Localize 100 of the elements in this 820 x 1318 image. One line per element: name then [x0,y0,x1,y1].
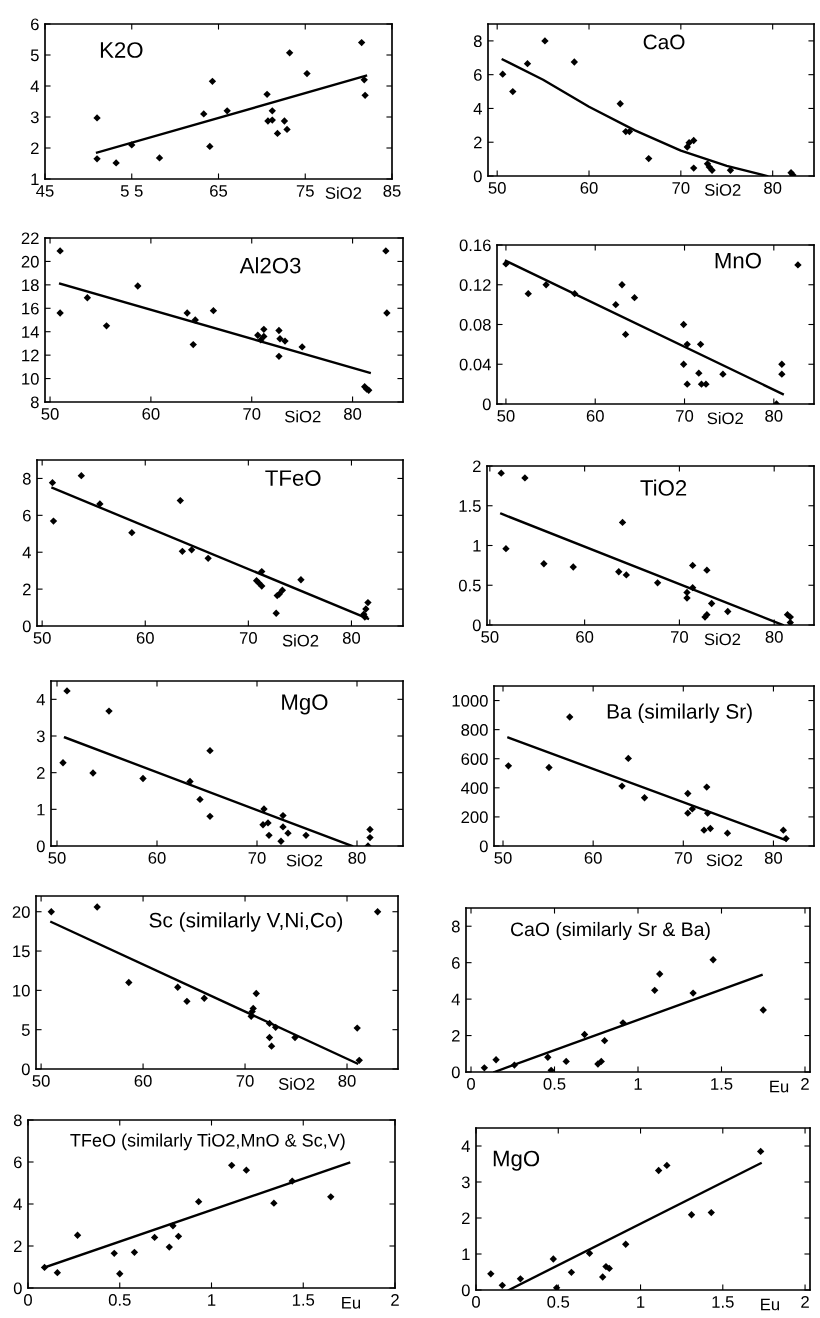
y-tick-label: 3 [30,111,39,124]
x-tick-label: 60 [142,408,160,420]
y-tick-label: 6 [14,1156,22,1169]
text: TFeO (similarly TiO2,MnO & Sc,V) [70,1133,345,1151]
y-tick-label: 800 [461,724,488,736]
y-tick-label: 0 [473,170,482,183]
chart-title: CaO [643,34,685,50]
y-tick-label: 10 [22,372,39,385]
x-axis-title: SiO2 [282,634,319,647]
x-tick-label: 50 [32,1075,50,1087]
y-tick-label: 6 [31,18,39,31]
x-axis-title: SiO2 [707,411,743,425]
x-tick-label: 70 [236,1075,254,1087]
y-tick-label: 8 [473,35,482,48]
y-tick-label: 22 [21,232,39,245]
x-axis-title: SiO2 [278,1077,315,1090]
y-tick-label: 6 [452,957,460,969]
y-tick-label: 20 [12,906,30,918]
y-tick-label: 3 [461,1176,470,1189]
y-tick-label: 400 [461,782,488,795]
x-axis-title: Eu [770,1080,789,1093]
chart-title: MnO [715,252,761,269]
y-tick-label: 8 [22,472,31,485]
x-tick-label: 1 [634,1078,642,1090]
x-tick-label: 1 [637,1296,645,1308]
y-tick-label: 8 [13,1114,22,1127]
y-tick-label: 600 [461,753,488,765]
y-tick-label: 1 [31,173,39,186]
y-tick-label: 0.04 [459,358,491,371]
x-tick-label: 1.5 [292,1294,315,1306]
y-tick-label: 0 [479,840,488,853]
x-tick-label: 80 [344,408,362,420]
y-tick-label: 0 [461,1284,470,1297]
text: MgO [282,694,328,715]
y-tick-label: 8 [451,920,460,933]
y-tick-label: 1000 [452,694,488,707]
x-tick-label: 1.5 [712,1296,734,1308]
y-tick-label: 14 [22,326,39,338]
x-tick-label: 60 [134,1075,152,1087]
x-tick-label: 60 [576,631,594,643]
y-tick-label: 4 [461,1140,470,1153]
y-tick-label: 4 [22,546,31,559]
x-tick-label: 70 [676,410,694,422]
x-tick-label: 65 [210,185,228,197]
x-axis-title: Eu [342,1297,361,1309]
x-tick-label: 70 [672,182,690,194]
y-tick-label: 0.08 [459,318,491,331]
y-tick-label: 4 [451,993,460,1006]
text: MgO [493,1150,540,1171]
x-axis-title: SiO2 [704,183,741,196]
x-tick-label: 2 [391,1294,399,1306]
y-tick-label: 0 [482,398,491,411]
x-axis-title: SiO2 [286,854,323,867]
x-tick-label: 2 [801,1078,809,1090]
x-tick-label: 70 [243,408,261,420]
text: CaO (similarly Sr & Ba) [511,921,710,941]
y-tick-label: 15 [13,945,30,958]
y-tick-label: 2 [452,1029,460,1042]
x-tick-label: 80 [342,632,361,644]
y-tick-label: 20 [21,255,39,268]
x-axis-title: Eu [761,1298,780,1311]
x-tick-label: 60 [580,182,598,194]
y-tick-label: 0 [22,620,31,633]
x-axis-title: SiO2 [325,186,362,199]
x-tick-label: 1 [208,1294,216,1306]
y-tick-label: 2 [473,460,481,473]
x-tick-label: 70 [674,852,692,864]
y-tick-label: 4 [473,103,482,115]
y-tick-label: 2 [462,1212,470,1225]
x-tick-label: 50 [41,408,59,420]
x-tick-label: 80 [765,631,783,643]
x-tick-label: 1.5 [711,1078,733,1090]
x-tick-label: 80 [764,182,782,194]
y-tick-label: 16 [22,302,39,315]
x-tick-label: 60 [584,852,602,864]
y-tick-label: 2 [23,583,31,596]
x-tick-label: 80 [338,1075,356,1087]
x-tick-label: 50 [494,852,512,864]
y-tick-label: 0 [472,619,481,632]
y-tick-label: 5 [21,1024,30,1036]
x-tick-label: 80 [764,852,783,864]
y-tick-label: 4 [13,1198,22,1211]
y-tick-label: 0 [13,1282,22,1295]
y-tick-label: 200 [461,811,488,824]
x-tick-label: 50 [48,852,66,864]
y-tick-label: 4 [36,693,45,706]
x-tick-label: 50 [497,410,515,422]
x-tick-label: 60 [148,852,166,864]
y-tick-label: 12 [22,349,39,362]
y-tick-label: 2 [474,136,482,149]
y-tick-label: 2 [37,767,45,779]
x-axis-title: SiO2 [284,410,321,423]
x-tick-label: 0.5 [543,1078,566,1090]
x-axis-title: SiO2 [704,632,741,646]
y-tick-label: 4 [30,80,39,93]
y-tick-label: 10 [13,984,30,997]
x-tick-label: 85 [383,185,401,197]
y-tick-label: 0 [21,1063,30,1076]
x-tick-label: 5 5 [120,185,143,197]
y-tick-label: 0.5 [458,579,481,592]
